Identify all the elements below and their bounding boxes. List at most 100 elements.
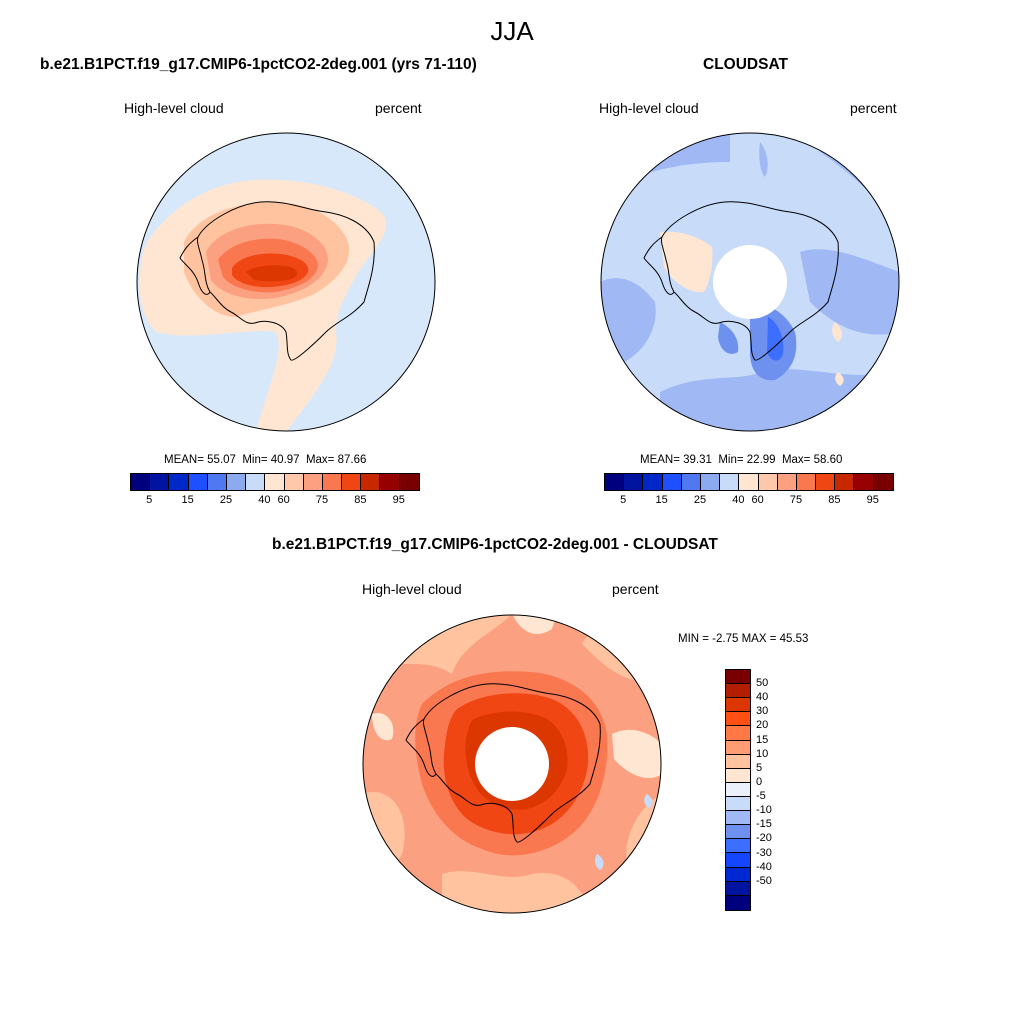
obs-units-label: percent	[850, 100, 897, 116]
colorbar-swatch	[131, 474, 151, 490]
obs-colorbar	[604, 473, 894, 491]
colorbar-swatch	[380, 474, 400, 490]
colorbar-tick-label: 75	[789, 494, 803, 506]
colorbar-tick-label: 20	[756, 719, 769, 732]
colorbar-tick-label: 60	[751, 494, 764, 506]
obs-field-contour	[800, 249, 899, 335]
model-variable-label: High-level cloud	[124, 100, 224, 116]
colorbar-swatch	[624, 474, 644, 490]
colorbar-swatch	[816, 474, 836, 490]
diff-peninsula-coastline	[405, 718, 437, 777]
diff-field-contour	[372, 713, 394, 741]
obs-colorbar-ticks: 5 15 25 40 60 75 85 95	[604, 494, 894, 508]
model-peninsula-coastline	[179, 236, 211, 295]
colorbar-tick-label: 40	[732, 494, 745, 506]
diff-minmax: MIN = -2.75 MAX = 45.53	[678, 633, 809, 645]
obs-field-contour	[832, 322, 842, 342]
colorbar-swatch	[726, 895, 750, 910]
obs-peninsula-coastline	[643, 236, 675, 295]
colorbar-swatch	[169, 474, 189, 490]
model-min-value: 40.97	[270, 454, 300, 466]
colorbar-tick-label: 5	[756, 761, 763, 774]
colorbar-swatch	[854, 474, 874, 490]
diff-field-contour	[363, 792, 405, 894]
colorbar-swatch	[322, 474, 343, 490]
model-mean-value: 55.07	[207, 454, 236, 466]
colorbar-tick-label: 60	[277, 494, 290, 506]
colorbar-swatch	[739, 474, 759, 490]
colorbar-tick-label: -15	[756, 818, 772, 831]
colorbar-swatch	[726, 825, 750, 840]
colorbar-swatch	[726, 684, 750, 699]
model-stats: MEAN= 55.07 Min= 40.97 Max= 87.66	[164, 454, 366, 466]
model-field-contour	[246, 265, 298, 282]
colorbar-tick-label: 40	[756, 691, 769, 704]
diff-map-border	[362, 614, 662, 914]
colorbar-tick-label: 5	[620, 494, 627, 506]
colorbar-swatch	[226, 474, 247, 490]
obs-field-contour	[660, 231, 713, 293]
colorbar-swatch	[726, 811, 750, 826]
colorbar-swatch	[681, 474, 701, 490]
diff-colorbar	[725, 669, 751, 911]
obs-map-border	[600, 132, 900, 432]
obs-min-value: 22.99	[746, 454, 776, 466]
diff-field-contour	[612, 729, 661, 778]
obs-variable-label: High-level cloud	[599, 100, 699, 116]
colorbar-tick-label: 25	[693, 494, 707, 506]
obs-polar-map	[600, 132, 900, 432]
model-panel-title: b.e21.B1PCT.f19_g17.CMIP6-1pctCO2-2deg.0…	[40, 56, 477, 73]
diff-missing-data-hole	[475, 727, 549, 801]
obs-panel-title: CLOUDSAT	[703, 56, 788, 73]
colorbar-tick-label: 0	[756, 775, 763, 788]
colorbar-swatch	[796, 474, 817, 490]
colorbar-tick-label: -10	[756, 804, 772, 817]
obs-stats: MEAN= 39.31 Min= 22.99 Max= 58.60	[640, 454, 842, 466]
diff-field-contour	[442, 871, 592, 913]
colorbar-swatch	[265, 474, 285, 490]
colorbar-swatch	[835, 474, 855, 490]
diff-field-contour	[595, 854, 604, 870]
obs-mean-value: 39.31	[683, 454, 712, 466]
model-min-label: Min=	[242, 454, 268, 466]
model-colorbar-ticks: 5 15 25 40 60 75 85 95	[130, 494, 420, 508]
colorbar-swatch	[726, 726, 750, 741]
obs-missing-data-hole	[713, 245, 787, 319]
obs-max-label: Max=	[781, 454, 811, 466]
colorbar-swatch	[643, 474, 663, 490]
colorbar-swatch	[342, 474, 362, 490]
obs-mean-label: MEAN=	[640, 454, 680, 466]
colorbar-tick-label: 10	[756, 747, 769, 760]
diff-variable-label: High-level cloud	[362, 581, 462, 597]
colorbar-swatch	[207, 474, 227, 490]
colorbar-tick-label: 85	[354, 494, 367, 506]
obs-max-value: 58.60	[813, 454, 843, 466]
colorbar-tick-label: -30	[756, 846, 772, 859]
obs-field-contour	[759, 142, 768, 177]
colorbar-swatch	[758, 474, 778, 490]
colorbar-swatch	[284, 474, 304, 490]
diff-polar-map	[362, 614, 662, 914]
colorbar-tick-label: 50	[756, 677, 769, 690]
diff-panel-title: b.e21.B1PCT.f19_g17.CMIP6-1pctCO2-2deg.0…	[272, 536, 718, 553]
colorbar-swatch	[246, 474, 266, 490]
colorbar-swatch	[726, 740, 750, 755]
colorbar-tick-label: 15	[756, 733, 769, 746]
colorbar-tick-label: 25	[219, 494, 233, 506]
diff-units-label: percent	[612, 581, 659, 597]
colorbar-swatch	[726, 712, 750, 727]
colorbar-swatch	[726, 782, 750, 797]
colorbar-swatch	[726, 881, 750, 896]
colorbar-tick-label: 15	[181, 494, 194, 506]
model-max-value: 87.66	[337, 454, 367, 466]
model-units-label: percent	[375, 100, 422, 116]
colorbar-swatch	[361, 474, 381, 490]
colorbar-swatch	[720, 474, 740, 490]
colorbar-swatch	[726, 867, 750, 882]
colorbar-swatch	[700, 474, 721, 490]
colorbar-tick-label: 30	[756, 705, 769, 718]
colorbar-swatch	[777, 474, 797, 490]
colorbar-tick-label: 15	[655, 494, 668, 506]
colorbar-tick-label: -5	[756, 790, 766, 803]
colorbar-swatch	[399, 474, 419, 490]
